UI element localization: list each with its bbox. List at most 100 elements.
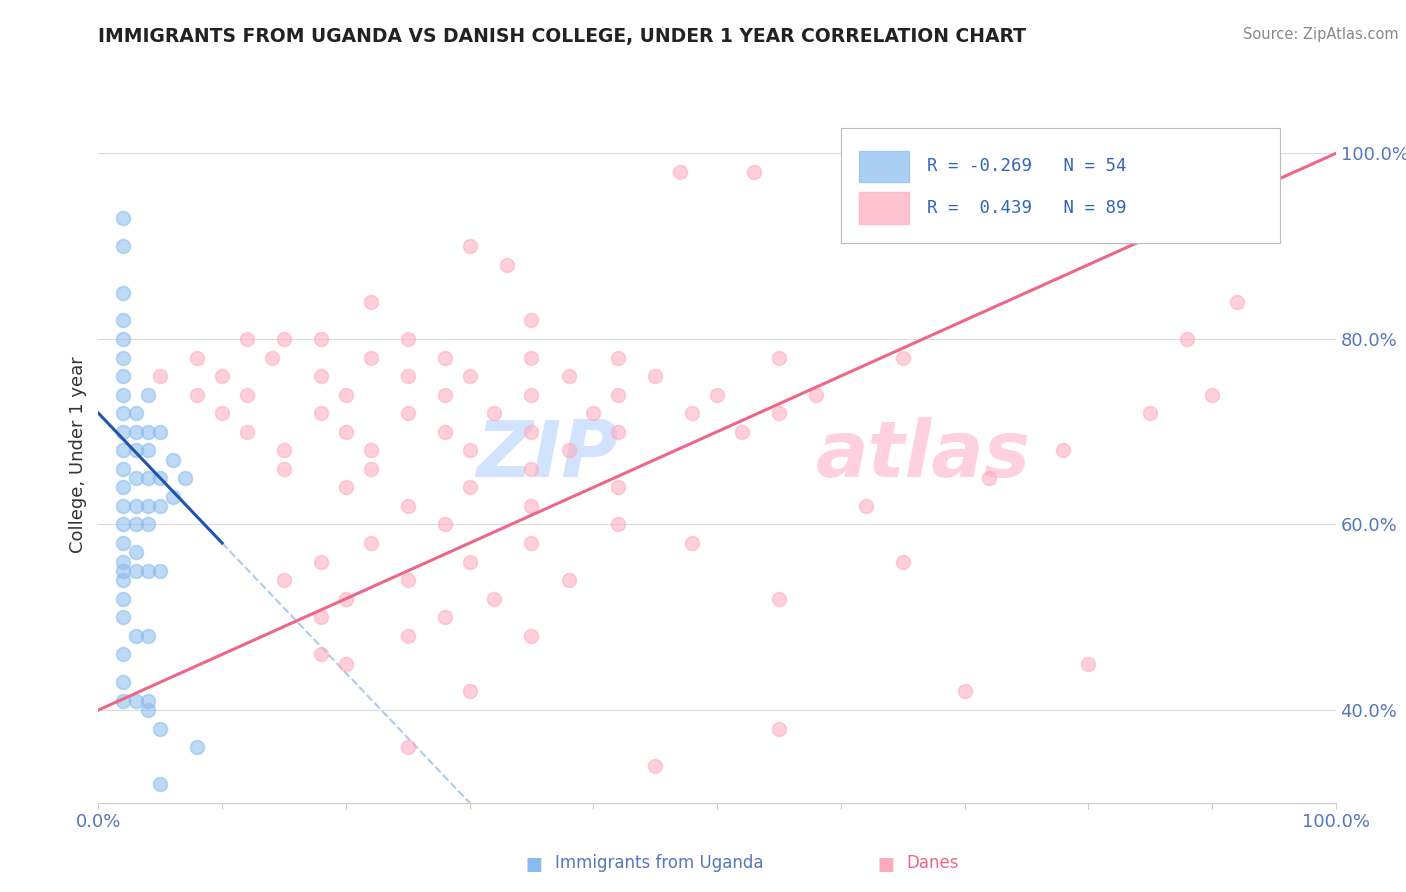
Point <box>124 629 146 643</box>
Point <box>953 684 976 698</box>
Point <box>768 591 790 606</box>
Point <box>162 490 184 504</box>
Point <box>891 555 914 569</box>
Point <box>273 462 295 476</box>
Point <box>273 573 295 587</box>
Point <box>112 610 135 624</box>
Point <box>396 629 419 643</box>
Point <box>236 332 259 346</box>
Text: R =  0.439   N = 89: R = 0.439 N = 89 <box>928 199 1126 217</box>
Point <box>124 499 146 513</box>
Point <box>112 211 135 226</box>
Point <box>112 648 135 662</box>
Point <box>731 425 754 439</box>
Point <box>1201 387 1223 401</box>
Point <box>520 499 543 513</box>
Text: atlas: atlas <box>815 417 1031 493</box>
Point <box>433 610 456 624</box>
Point <box>149 777 172 791</box>
Point <box>136 517 159 532</box>
Point <box>1077 657 1099 671</box>
Point <box>484 591 506 606</box>
Point <box>396 369 419 384</box>
Point <box>607 387 630 401</box>
Point <box>309 406 332 420</box>
Point <box>495 258 517 272</box>
Point <box>136 387 159 401</box>
Point <box>396 406 419 420</box>
Point <box>768 406 790 420</box>
Text: IMMIGRANTS FROM UGANDA VS DANISH COLLEGE, UNDER 1 YEAR CORRELATION CHART: IMMIGRANTS FROM UGANDA VS DANISH COLLEGE… <box>98 27 1026 45</box>
Point <box>582 406 605 420</box>
FancyBboxPatch shape <box>841 128 1279 243</box>
Point <box>174 471 197 485</box>
Point <box>607 425 630 439</box>
Point <box>149 564 172 578</box>
Point <box>273 443 295 458</box>
Point <box>520 387 543 401</box>
Point <box>520 425 543 439</box>
Point <box>335 425 357 439</box>
Point <box>396 573 419 587</box>
Point <box>124 471 146 485</box>
Point <box>112 555 135 569</box>
Point <box>186 351 208 365</box>
Point <box>335 387 357 401</box>
Point <box>211 406 233 420</box>
Point <box>979 471 1001 485</box>
Point <box>484 406 506 420</box>
Point <box>236 387 259 401</box>
Point <box>433 517 456 532</box>
Point <box>124 694 146 708</box>
Point <box>124 545 146 559</box>
Point <box>458 480 481 494</box>
Point <box>458 239 481 253</box>
Point <box>309 648 332 662</box>
Point <box>557 369 579 384</box>
Point <box>1139 406 1161 420</box>
Point <box>396 332 419 346</box>
Point <box>149 499 172 513</box>
Point <box>136 564 159 578</box>
Point <box>112 332 135 346</box>
Point <box>644 758 666 772</box>
Point <box>112 351 135 365</box>
Point <box>433 387 456 401</box>
Text: ZIP: ZIP <box>475 417 619 493</box>
Point <box>360 536 382 550</box>
Point <box>309 555 332 569</box>
Point <box>112 694 135 708</box>
Point <box>458 684 481 698</box>
Point <box>607 480 630 494</box>
Point <box>768 351 790 365</box>
Point <box>112 239 135 253</box>
Point <box>520 629 543 643</box>
Point <box>458 369 481 384</box>
Point <box>396 740 419 755</box>
Point <box>273 332 295 346</box>
Point <box>669 165 692 179</box>
Text: Immigrants from Uganda: Immigrants from Uganda <box>555 855 763 872</box>
Point <box>520 313 543 327</box>
Text: Danes: Danes <box>907 855 959 872</box>
Point <box>124 406 146 420</box>
Point <box>136 471 159 485</box>
Point <box>309 369 332 384</box>
Point <box>335 657 357 671</box>
Point <box>136 443 159 458</box>
Point <box>124 425 146 439</box>
Point <box>520 351 543 365</box>
Point <box>112 313 135 327</box>
Text: R = -0.269   N = 54: R = -0.269 N = 54 <box>928 157 1126 175</box>
Point <box>112 499 135 513</box>
Point <box>211 369 233 384</box>
Point <box>1052 443 1074 458</box>
Point <box>112 462 135 476</box>
Point <box>149 425 172 439</box>
Point <box>149 471 172 485</box>
Bar <box>859 151 908 182</box>
Point <box>1175 332 1198 346</box>
Point <box>360 351 382 365</box>
Point <box>112 285 135 300</box>
Point <box>1226 294 1249 309</box>
